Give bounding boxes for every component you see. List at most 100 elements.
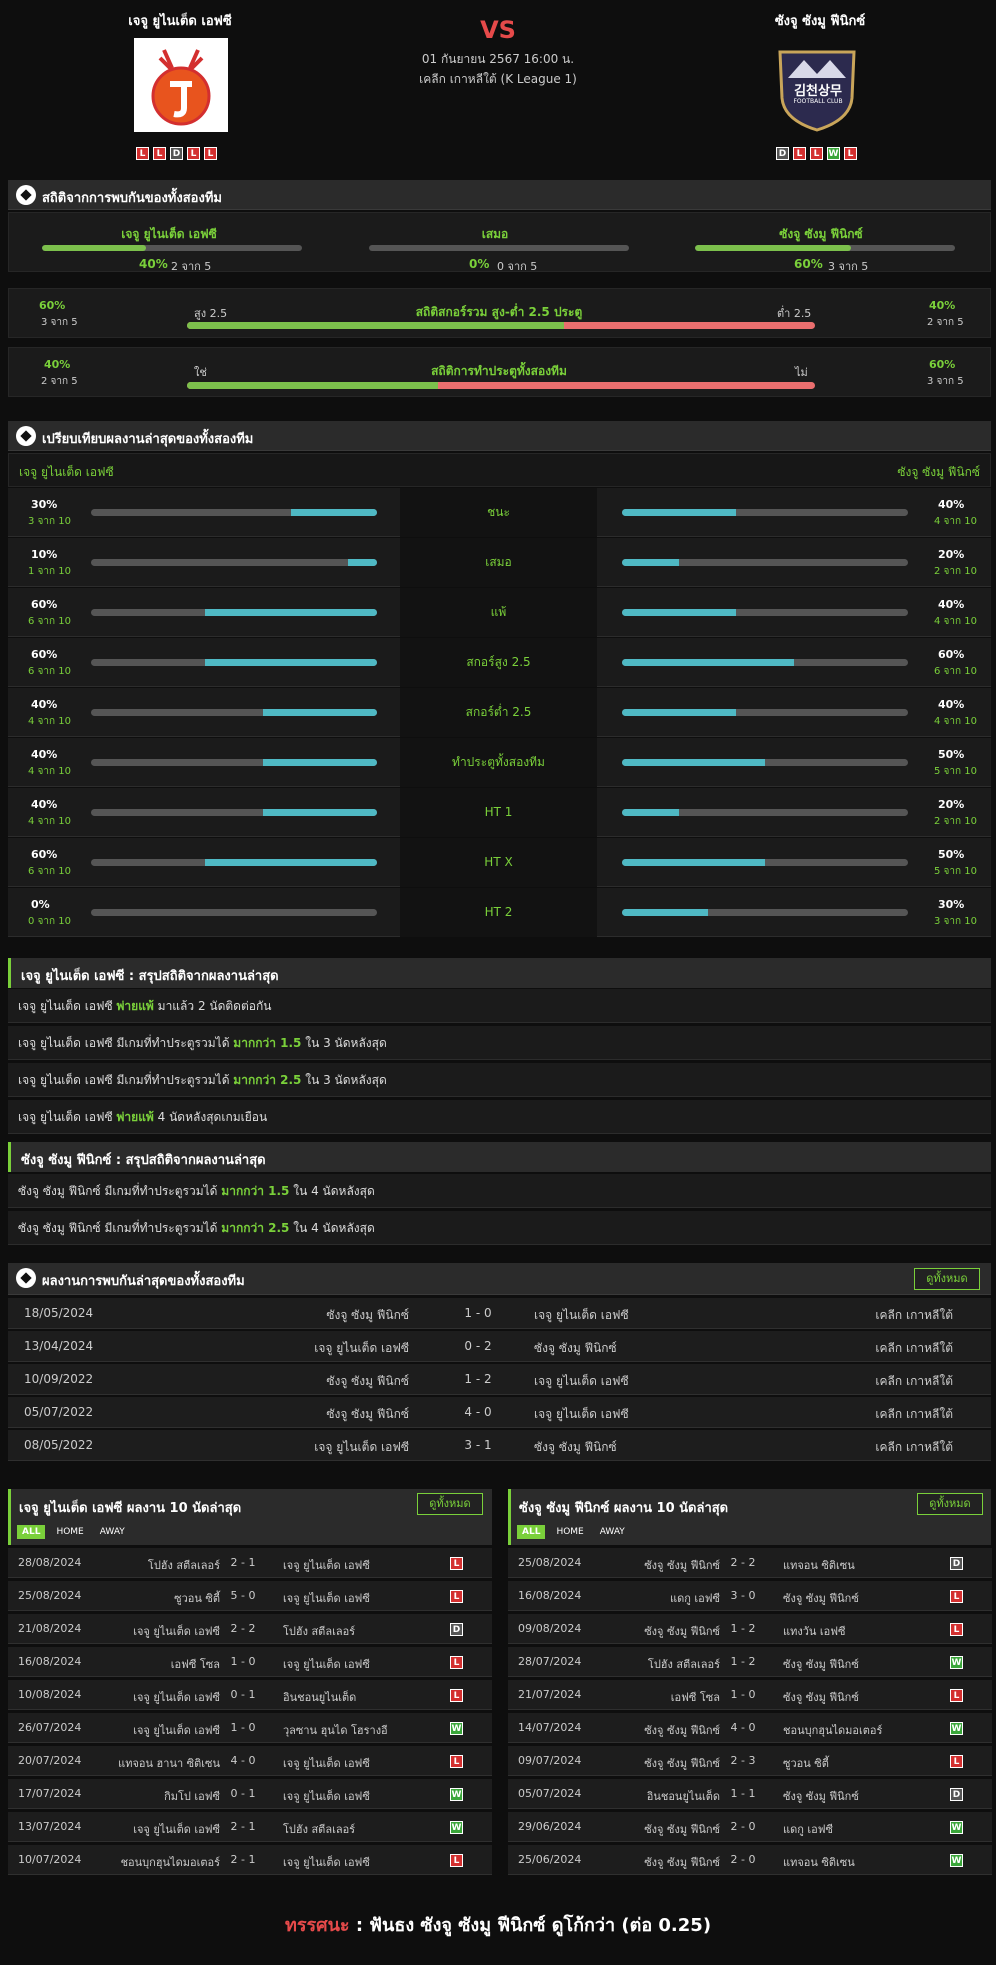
home-team[interactable]: อินชอนยูไนเต็ด xyxy=(646,1790,720,1803)
tab-all[interactable]: ALL xyxy=(517,1525,546,1539)
match-row[interactable]: 09/07/2024 ซังจู ซังมู ฟีนิกซ์ 2 - 3 ซูวอน … xyxy=(508,1746,992,1776)
home-view-all-button[interactable]: ดูทั้งหมด xyxy=(417,1493,483,1515)
home-team[interactable]: ชอนบุกฮุนไดมอเตอร์ xyxy=(120,1856,220,1869)
home-team-name[interactable]: เจจู ยูไนเต็ด เอฟซี xyxy=(128,14,232,29)
league[interactable]: เคลีก เกาหลีใต้ xyxy=(875,1308,953,1322)
summary-text: เจจู ยูไนเต็ด เอฟซี xyxy=(18,1110,117,1124)
tab-away[interactable]: AWAY xyxy=(599,1527,625,1537)
away-team[interactable]: เจจู ยูไนเต็ด เอฟซี xyxy=(283,1856,370,1869)
h2h-match-row[interactable]: 05/07/2022 ซังจู ซังมู ฟีนิกซ์ 4 - 0 เจจู ย… xyxy=(8,1397,991,1428)
home-team[interactable]: ซังจู ซังมู ฟีนิกซ์ xyxy=(644,1625,720,1638)
away-team[interactable]: ซังจู ซังมู ฟีนิกซ์ xyxy=(783,1691,859,1704)
league[interactable]: เคลีก เกาหลีใต้ xyxy=(875,1341,953,1355)
home-team[interactable]: เจจู ยูไนเต็ด เอฟซี xyxy=(314,1440,409,1454)
away-team[interactable]: อินชอนยูไนเต็ด xyxy=(283,1691,357,1704)
home-team[interactable]: เจจู ยูไนเต็ด เอฟซี xyxy=(133,1724,220,1737)
match-row[interactable]: 21/08/2024 เจจู ยูไนเต็ด เอฟซี 2 - 2 โปฮัง … xyxy=(8,1614,492,1644)
match-row[interactable]: 20/07/2024 แทจอน ฮานา ซิติเซน 4 - 0 เจจู ยู… xyxy=(8,1746,492,1776)
away-team[interactable]: เจจู ยูไนเต็ด เอฟซี xyxy=(534,1407,629,1421)
away-team[interactable]: เจจู ยูไนเต็ด เอฟซี xyxy=(283,1658,370,1671)
away-team[interactable]: ชอนบุกฮุนไดมอเตอร์ xyxy=(783,1724,883,1737)
home-team[interactable]: เจจู ยูไนเต็ด เอฟซี xyxy=(314,1341,409,1355)
away-team[interactable]: เจจู ยูไนเต็ด เอฟซี xyxy=(283,1790,370,1803)
away-team-name[interactable]: ซังจู ซังมู ฟีนิกซ์ xyxy=(774,14,866,29)
away-team[interactable]: แดกู เอฟซี xyxy=(783,1823,834,1836)
home-compare-bar xyxy=(91,659,377,666)
match-row[interactable]: 13/07/2024 เจจู ยูไนเต็ด เอฟซี 2 - 1 โปฮัง … xyxy=(8,1812,492,1842)
match-row[interactable]: 10/08/2024 เจจู ยูไนเต็ด เอฟซี 0 - 1 อินชอน… xyxy=(8,1680,492,1710)
home-team[interactable]: กิมโป เอฟซี xyxy=(164,1790,220,1803)
home-team[interactable]: ซังจู ซังมู ฟีนิกซ์ xyxy=(326,1308,409,1322)
away-team[interactable]: เจจู ยูไนเต็ด เอฟซี xyxy=(534,1374,629,1388)
h2h-match-row[interactable]: 13/04/2024 เจจู ยูไนเต็ด เอฟซี 0 - 2 ซังจู … xyxy=(8,1331,991,1362)
home-team[interactable]: โปฮัง สตีลเลอร์ xyxy=(647,1658,720,1671)
match-row[interactable]: 28/07/2024 โปฮัง สตีลเลอร์ 1 - 2 ซังจู ซังม… xyxy=(508,1647,992,1677)
h2h-match-row[interactable]: 10/09/2022 ซังจู ซังมู ฟีนิกซ์ 1 - 2 เจจู ย… xyxy=(8,1364,991,1395)
match-row[interactable]: 21/07/2024 เอฟซี โซล 1 - 0 ซังจู ซังมู ฟีนิ… xyxy=(508,1680,992,1710)
home-team[interactable]: ซังจู ซังมู ฟีนิกซ์ xyxy=(644,1856,720,1869)
league[interactable]: เคลีก เกาหลีใต้ xyxy=(875,1440,953,1454)
match-league[interactable]: เคลีก เกาหลีใต้ (K League 1) xyxy=(419,72,577,86)
away-team[interactable]: ซูวอน ซิตี้ xyxy=(783,1757,829,1770)
h2h-match-row[interactable]: 18/05/2024 ซังจู ซังมู ฟีนิกซ์ 1 - 0 เจจู ย… xyxy=(8,1298,991,1329)
home-team[interactable]: โปฮัง สตีลเลอร์ xyxy=(147,1559,220,1572)
away-team[interactable]: ซังจู ซังมู ฟีนิกซ์ xyxy=(534,1341,617,1355)
view-all-button[interactable]: ดูทั้งหมด xyxy=(914,1268,980,1290)
home-team[interactable]: ซังจู ซังมู ฟีนิกซ์ xyxy=(326,1374,409,1388)
tab-away[interactable]: AWAY xyxy=(99,1527,125,1537)
away-team[interactable]: เจจู ยูไนเต็ด เอฟซี xyxy=(534,1308,629,1322)
away-team[interactable]: เจจู ยูไนเต็ด เอฟซี xyxy=(283,1757,370,1770)
h2h-match-row[interactable]: 08/05/2022 เจจู ยูไนเต็ด เอฟซี 3 - 1 ซังจู … xyxy=(8,1430,991,1461)
league[interactable]: เคลีก เกาหลีใต้ xyxy=(875,1374,953,1388)
away-team[interactable]: โปฮัง สตีลเลอร์ xyxy=(283,1823,356,1836)
match-row[interactable]: 05/07/2024 อินชอนยูไนเต็ด 1 - 1 ซังจู ซังมู… xyxy=(508,1779,992,1809)
match-row[interactable]: 16/08/2024 เอฟซี โซล 1 - 0 เจจู ยูไนเต็ด เอ… xyxy=(8,1647,492,1677)
away-team[interactable]: วุลซาน ฮุนได โฮรางอี xyxy=(283,1724,388,1737)
home-team[interactable]: ซังจู ซังมู ฟีนิกซ์ xyxy=(644,1823,720,1836)
match-row[interactable]: 29/06/2024 ซังจู ซังมู ฟีนิกซ์ 2 - 0 แดกู เ… xyxy=(508,1812,992,1842)
match-row[interactable]: 17/07/2024 กิมโป เอฟซี 0 - 1 เจจู ยูไนเต็ด … xyxy=(8,1779,492,1809)
away-view-all-button[interactable]: ดูทั้งหมด xyxy=(917,1493,983,1515)
match-row[interactable]: 25/06/2024 ซังจู ซังมู ฟีนิกซ์ 2 - 0 แทจอน … xyxy=(508,1845,992,1875)
btts-left-sub: 2 จาก 5 xyxy=(41,376,78,387)
home-count: 4 จาก 10 xyxy=(28,716,71,727)
away-team[interactable]: ซังจู ซังมู ฟีนิกซ์ xyxy=(783,1592,859,1605)
away-team[interactable]: เจจู ยูไนเต็ด เอฟซี xyxy=(283,1559,370,1572)
away-team[interactable]: เจจู ยูไนเต็ด เอฟซี xyxy=(283,1592,370,1605)
away-team[interactable]: ซังจู ซังมู ฟีนิกซ์ xyxy=(783,1658,859,1671)
tab-all[interactable]: ALL xyxy=(17,1525,46,1539)
away-team[interactable]: แทงวัน เอฟซี xyxy=(783,1625,846,1638)
league[interactable]: เคลีก เกาหลีใต้ xyxy=(875,1407,953,1421)
summary-text: เจจู ยูไนเต็ด เอฟซี xyxy=(18,999,117,1013)
match-row[interactable]: 26/07/2024 เจจู ยูไนเต็ด เอฟซี 1 - 0 วุลซาน… xyxy=(8,1713,492,1743)
match-row[interactable]: 14/07/2024 ซังจู ซังมู ฟีนิกซ์ 4 - 0 ชอนบุก… xyxy=(508,1713,992,1743)
away-logo-subtext: FOOTBALL CLUB xyxy=(793,98,843,105)
home-team[interactable]: เอฟซี โซล xyxy=(170,1658,220,1671)
away-team[interactable]: ซังจู ซังมู ฟีนิกซ์ xyxy=(783,1790,859,1803)
match-row[interactable]: 16/08/2024 แดกู เอฟซี 3 - 0 ซังจู ซังมู ฟีน… xyxy=(508,1581,992,1611)
home-team[interactable]: แดกู เอฟซี xyxy=(669,1592,720,1605)
tab-home[interactable]: HOME xyxy=(556,1527,584,1537)
match-row[interactable]: 28/08/2024 โปฮัง สตีลเลอร์ 2 - 1 เจจู ยูไนเ… xyxy=(8,1548,492,1578)
home-team[interactable]: แทจอน ฮานา ซิติเซน xyxy=(118,1757,220,1770)
away-team[interactable]: แทจอน ซิติเซน xyxy=(783,1559,855,1572)
match-row[interactable]: 25/08/2024 ซังจู ซังมู ฟีนิกซ์ 2 - 2 แทจอน … xyxy=(508,1548,992,1578)
match-row[interactable]: 25/08/2024 ซูวอน ซิตี้ 5 - 0 เจจู ยูไนเต็ด … xyxy=(8,1581,492,1611)
home-team[interactable]: ซูวอน ซิตี้ xyxy=(174,1592,220,1605)
summary-text: เจจู ยูไนเต็ด เอฟซี มีเกมที่ทำประตูรวมได… xyxy=(18,1073,234,1087)
home-team[interactable]: เจจู ยูไนเต็ด เอฟซี xyxy=(133,1823,220,1836)
away-team[interactable]: โปฮัง สตีลเลอร์ xyxy=(283,1625,356,1638)
match-row[interactable]: 10/07/2024 ชอนบุกฮุนไดมอเตอร์ 2 - 1 เจจู ยู… xyxy=(8,1845,492,1875)
home-team[interactable]: เอฟซี โซล xyxy=(670,1691,720,1704)
match-row[interactable]: 09/08/2024 ซังจู ซังมู ฟีนิกซ์ 1 - 2 แทงวัน… xyxy=(508,1614,992,1644)
tab-home[interactable]: HOME xyxy=(56,1527,84,1537)
home-team[interactable]: ซังจู ซังมู ฟีนิกซ์ xyxy=(644,1559,720,1572)
home-team[interactable]: ซังจู ซังมู ฟีนิกซ์ xyxy=(644,1757,720,1770)
home-team[interactable]: ซังจู ซังมู ฟีนิกซ์ xyxy=(326,1407,409,1421)
away-team[interactable]: ซังจู ซังมู ฟีนิกซ์ xyxy=(534,1440,617,1454)
home-team[interactable]: เจจู ยูไนเต็ด เอฟซี xyxy=(133,1625,220,1638)
home-team[interactable]: ซังจู ซังมู ฟีนิกซ์ xyxy=(644,1724,720,1737)
home-team[interactable]: เจจู ยูไนเต็ด เอฟซี xyxy=(133,1691,220,1704)
away-team[interactable]: แทจอน ซิติเซน xyxy=(783,1856,855,1869)
away-summary-header: ซังจู ซังมู ฟีนิกซ์ : สรุปสถิติจากผลงานล… xyxy=(8,1142,991,1172)
